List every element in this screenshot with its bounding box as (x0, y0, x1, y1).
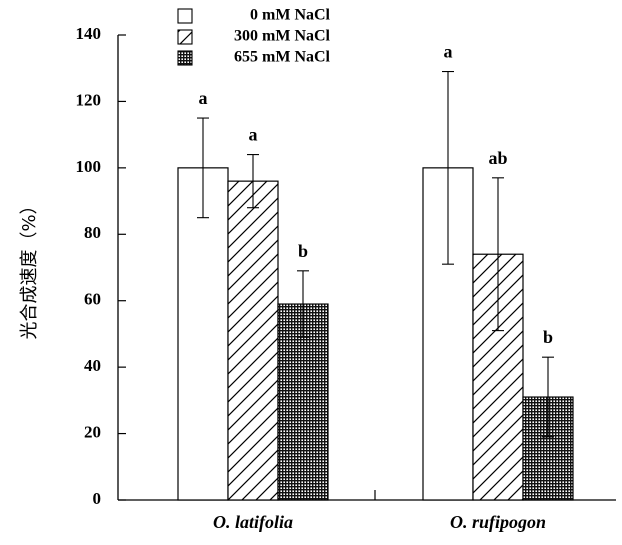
legend-swatch-3 (177, 50, 193, 66)
legend-label-2: 300 mM NaCl (234, 28, 331, 45)
category-label-1: O. latifolia (213, 512, 293, 532)
bars (177, 167, 574, 501)
y-tick-label-20: 20 (84, 422, 101, 441)
y-tick-label-100: 100 (76, 157, 102, 176)
y-axis-ticks: 0 20 40 60 80 100 120 140 (76, 24, 126, 508)
legend: 0 mM NaCl 300 mM NaCl 655 mM NaCl (177, 7, 331, 66)
legend-swatch-1 (177, 8, 193, 24)
y-tick-label-120: 120 (76, 90, 102, 109)
category-labels: O. latifolia O. rufipogon (213, 512, 546, 532)
legend-label-1: 0 mM NaCl (250, 7, 331, 24)
y-axis-title: 光合成速度（%） (19, 196, 40, 339)
legend-label-3: 655 mM NaCl (234, 49, 331, 66)
y-tick-label-80: 80 (84, 223, 101, 242)
significance-label-1-3: b (298, 241, 308, 261)
error-bars (197, 70, 554, 438)
significance-label-2-2: ab (488, 148, 507, 168)
y-tick-label-140: 140 (76, 24, 102, 43)
significance-label-1-2: a (249, 125, 258, 145)
category-label-2: O. rufipogon (450, 512, 546, 532)
significance-label-1-1: a (199, 88, 208, 108)
significance-label-2-3: b (543, 327, 553, 347)
bar-1-1 (177, 167, 229, 501)
legend-swatch-2 (177, 29, 193, 45)
significance-label-2-1: a (444, 42, 453, 62)
y-tick-label-0: 0 (93, 489, 102, 508)
y-tick-label-60: 60 (84, 290, 101, 309)
bar-1-2 (227, 180, 279, 501)
y-tick-label-40: 40 (84, 356, 101, 375)
